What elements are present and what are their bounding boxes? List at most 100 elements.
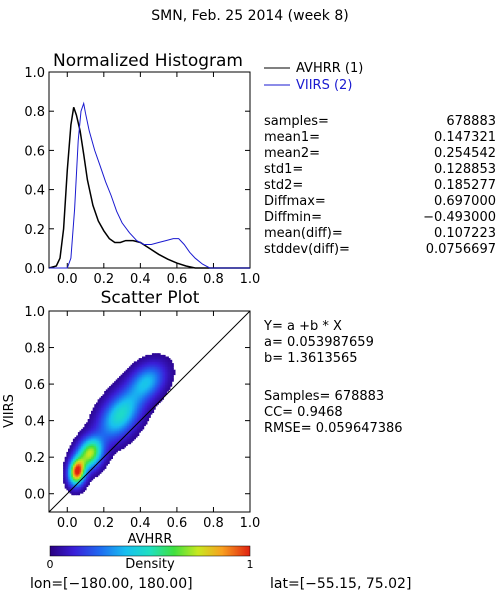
density-cell (91, 473, 94, 476)
density-cell (105, 446, 108, 450)
density-cell (143, 377, 146, 381)
density-cell (92, 428, 95, 432)
density-cell (153, 396, 156, 399)
density-cell (94, 445, 97, 448)
density-cell (64, 484, 67, 487)
density-cell (102, 407, 105, 410)
density-cell (151, 374, 155, 377)
density-cell (107, 433, 110, 436)
density-cell (133, 363, 136, 366)
colorbar-gradient (49, 545, 251, 557)
density-cell (82, 433, 85, 436)
density-cell (112, 397, 115, 400)
density-cell (170, 364, 173, 367)
density-cell (66, 488, 69, 491)
density-cell (79, 458, 82, 461)
density-cell (79, 451, 82, 455)
density-cell (142, 377, 145, 381)
density-cell (104, 420, 107, 423)
density-cell (161, 368, 164, 371)
density-cell (137, 420, 140, 423)
density-cell (104, 412, 107, 415)
stat-label: stddev(diff)= (264, 242, 350, 257)
density-cell (137, 363, 140, 366)
density-cell (114, 450, 117, 453)
density-cell (132, 407, 135, 410)
density-cell (165, 381, 168, 384)
density-cell (163, 371, 166, 374)
density-cell (148, 358, 151, 361)
density-cell (109, 387, 112, 390)
density-cell (122, 445, 125, 448)
density-cell (120, 405, 123, 408)
density-cell (137, 410, 140, 413)
density-cell (166, 387, 169, 390)
density-cell (123, 423, 127, 427)
density-cell (138, 361, 141, 364)
density-cell (100, 470, 104, 473)
density-cell (102, 397, 105, 400)
density-cell (105, 461, 108, 464)
density-cell (66, 456, 69, 459)
density-cell (148, 359, 151, 362)
density-cell (127, 433, 130, 436)
density-cell (156, 396, 159, 399)
density-cell (122, 435, 125, 438)
density-cell (115, 427, 118, 430)
density-cell (79, 463, 82, 466)
density-cell (102, 412, 105, 415)
density-cell (168, 387, 171, 390)
density-cell (66, 453, 69, 456)
density-cell (146, 386, 150, 389)
density-cell (109, 396, 112, 399)
density-cell (97, 425, 100, 428)
density-cell (151, 392, 155, 395)
scatter-title: Scatter Plot (101, 288, 200, 308)
density-cell (105, 425, 108, 428)
density-cell (96, 410, 99, 413)
density-cell (107, 448, 110, 451)
density-cell (128, 389, 132, 392)
density-cell (66, 486, 69, 489)
density-cell (156, 356, 159, 359)
density-cell (151, 368, 155, 371)
density-cell (96, 414, 99, 417)
density-cell (69, 479, 72, 482)
density-cell (110, 442, 113, 445)
density-cell (94, 442, 97, 445)
density-cell (145, 372, 148, 376)
density-cell (133, 409, 136, 412)
density-cell (122, 384, 125, 387)
density-cell (140, 396, 143, 399)
density-cell (72, 453, 76, 456)
density-cell (142, 407, 145, 410)
density-cell (107, 404, 110, 407)
density-cell (102, 404, 105, 407)
density-cell (72, 450, 76, 453)
density-cell (140, 364, 143, 367)
density-cell (109, 415, 112, 418)
density-cell (135, 363, 138, 366)
density-cell (81, 491, 84, 494)
density-cell (107, 412, 110, 415)
density-cell (123, 420, 127, 423)
density-cell (105, 443, 108, 446)
density-cell (138, 382, 141, 385)
density-cell (125, 412, 128, 415)
density-cell (132, 400, 135, 404)
stat-value: 678883 (446, 114, 496, 129)
density-cell (161, 358, 164, 361)
density-cell (99, 448, 102, 451)
stat-label: Diffmin= (264, 210, 322, 225)
density-cell (114, 435, 117, 438)
density-cell (168, 379, 171, 382)
density-cell (163, 392, 166, 395)
density-cell (160, 387, 163, 390)
density-cell (133, 407, 136, 410)
density-cell (99, 438, 102, 441)
density-cell (76, 442, 79, 445)
density-cell (110, 419, 113, 422)
density-cell (114, 430, 117, 433)
density-cell (132, 379, 135, 382)
density-cell (156, 399, 159, 402)
